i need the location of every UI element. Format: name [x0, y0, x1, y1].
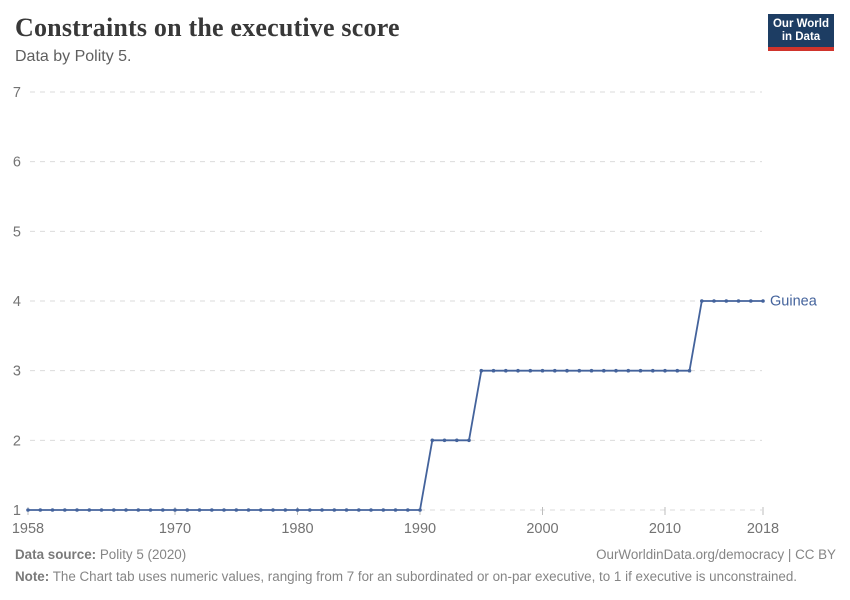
data-point[interactable]	[185, 508, 190, 512]
data-point[interactable]	[589, 368, 594, 373]
x-tick-label: 1970	[159, 521, 191, 537]
y-tick-label: 4	[13, 294, 21, 310]
data-point[interactable]	[271, 508, 275, 512]
data-point[interactable]	[687, 368, 692, 373]
x-tick-label: 2010	[649, 521, 681, 537]
note-text: The Chart tab uses numeric values, rangi…	[52, 569, 798, 584]
owid-logo[interactable]: Our World in Data	[768, 14, 834, 51]
data-point[interactable]	[467, 438, 471, 443]
data-source-label: Data source:	[15, 547, 97, 562]
data-point[interactable]	[148, 508, 153, 512]
data-point[interactable]	[38, 508, 43, 512]
data-point[interactable]	[516, 368, 520, 373]
data-point[interactable]	[308, 508, 312, 512]
x-tick-label: 2018	[747, 521, 779, 537]
data-point[interactable]	[50, 508, 55, 512]
data-point[interactable]	[320, 508, 324, 512]
data-point[interactable]	[491, 368, 496, 373]
data-point[interactable]	[173, 508, 177, 512]
data-point[interactable]	[540, 368, 545, 373]
chart-subtitle: Data by Polity 5.	[15, 48, 132, 65]
data-point[interactable]	[651, 368, 655, 373]
chart-footer: Data source: Polity 5 (2020) OurWorldinD…	[15, 547, 836, 584]
data-point[interactable]	[99, 508, 104, 512]
data-point[interactable]	[369, 508, 373, 512]
data-point[interactable]	[63, 508, 67, 512]
data-point[interactable]	[283, 508, 288, 512]
data-point[interactable]	[222, 508, 226, 512]
x-tick-label: 2000	[526, 521, 558, 537]
data-point[interactable]	[430, 438, 435, 443]
logo-text-line1: Our World	[772, 18, 829, 30]
data-point[interactable]	[614, 368, 618, 373]
x-tick-label: 1990	[404, 521, 436, 537]
page-title: Constraints on the executive score	[15, 13, 400, 42]
data-point[interactable]	[528, 368, 533, 373]
data-point[interactable]	[675, 368, 680, 373]
data-point[interactable]	[626, 368, 631, 373]
note-label: Note:	[15, 569, 50, 584]
data-point[interactable]	[663, 368, 667, 373]
x-tick-label: 1980	[281, 521, 313, 537]
owid-url-link[interactable]: OurWorldinData.org/democracy | CC BY	[596, 547, 836, 562]
data-point[interactable]	[442, 438, 447, 443]
y-tick-label: 3	[13, 364, 21, 380]
data-point[interactable]	[565, 368, 569, 373]
data-point[interactable]	[479, 368, 484, 373]
data-point[interactable]	[749, 299, 753, 303]
data-point[interactable]	[577, 368, 582, 373]
data-point[interactable]	[504, 368, 508, 373]
data-point[interactable]	[124, 508, 128, 512]
data-point[interactable]	[700, 299, 704, 303]
data-point[interactable]	[393, 508, 398, 512]
data-point[interactable]	[332, 508, 337, 512]
y-tick-label: 1	[13, 503, 21, 519]
data-point[interactable]	[553, 368, 557, 373]
data-point[interactable]	[295, 508, 300, 512]
data-point[interactable]	[712, 299, 716, 303]
logo-red-stripe	[768, 47, 834, 51]
data-point[interactable]	[602, 368, 606, 373]
data-point[interactable]	[455, 438, 459, 443]
data-point[interactable]	[246, 508, 251, 512]
data-point[interactable]	[406, 508, 410, 512]
data-point[interactable]	[197, 508, 202, 512]
data-point[interactable]	[136, 508, 141, 512]
data-point[interactable]	[761, 299, 765, 303]
data-point[interactable]	[418, 508, 422, 512]
data-point[interactable]	[112, 508, 116, 512]
data-point[interactable]	[357, 508, 361, 512]
data-point[interactable]	[736, 299, 741, 303]
data-point[interactable]	[87, 508, 92, 512]
data-point[interactable]	[234, 508, 239, 512]
y-tick-label: 7	[13, 85, 21, 101]
y-tick-label: 2	[13, 433, 21, 449]
data-point[interactable]	[75, 508, 79, 512]
y-tick-label: 6	[13, 155, 21, 171]
data-point[interactable]	[381, 508, 386, 512]
y-tick-label: 5	[13, 224, 21, 240]
data-point[interactable]	[638, 368, 643, 373]
data-point[interactable]	[259, 508, 263, 512]
data-point[interactable]	[26, 508, 30, 512]
series-label-guinea: Guinea	[770, 294, 818, 310]
data-source-line: Data source: Polity 5 (2020)	[15, 547, 186, 562]
data-point[interactable]	[161, 508, 165, 512]
data-source-value: Polity 5 (2020)	[99, 547, 187, 562]
logo-text-line2: in Data	[781, 31, 821, 43]
data-point[interactable]	[724, 299, 729, 303]
data-line-guinea[interactable]	[27, 300, 764, 511]
data-point[interactable]	[210, 508, 214, 512]
x-tick-label: 1958	[12, 521, 44, 537]
data-point[interactable]	[344, 508, 349, 512]
